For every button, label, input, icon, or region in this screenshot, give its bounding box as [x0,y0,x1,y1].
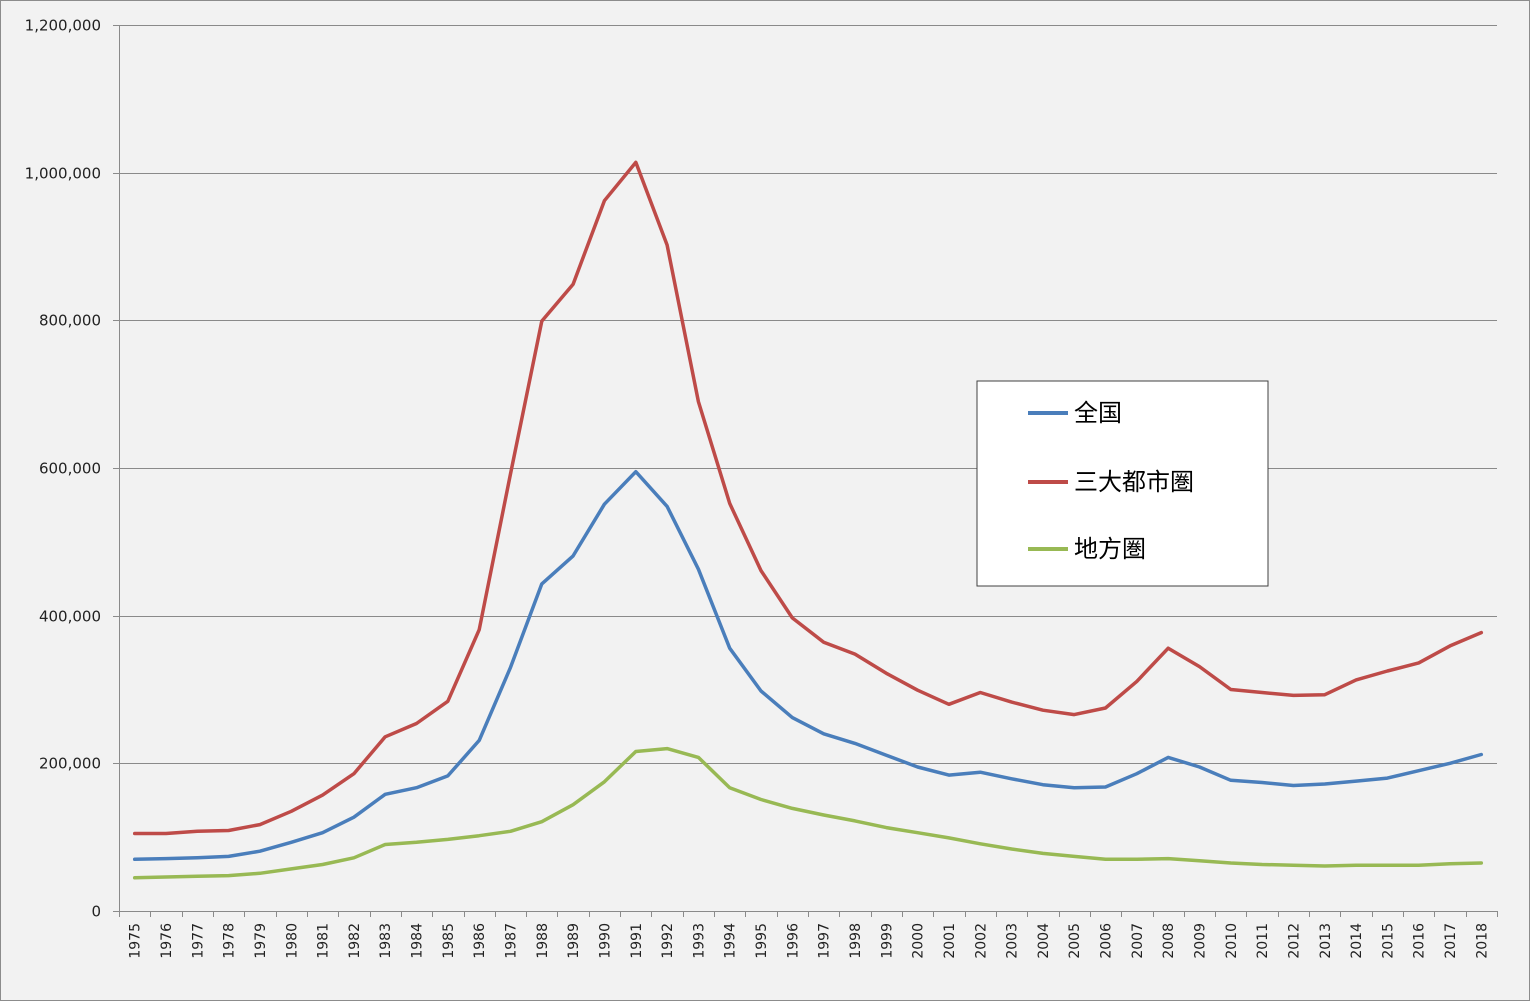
x-axis-ticks: 1975 1976 1977 1978 1979 1980 1981 1982 1983 1984… [119,911,1498,959]
xtick-label: 2007 [1130,923,1146,959]
ytick-label: 400,000 [39,608,101,626]
xtick-label: 1995 [754,923,770,959]
xtick-label: 1979 [253,923,269,959]
y-axis-ticks: 0 200,000 400,000 600,000 800,000 1,000,000 1,… [25,17,119,921]
ytick-label: 800,000 [39,312,101,330]
ytick-label: 0 [91,903,101,921]
ytick-label: 1,200,000 [25,17,101,35]
xtick-label: 1992 [660,923,676,959]
xtick-label: 1987 [503,923,519,959]
xtick-label: 2008 [1161,923,1177,959]
series-line-regional [132,746,1484,880]
xtick-label: 1990 [597,923,613,959]
legend-label-three-metro: 三大都市圏 [1074,468,1194,496]
xtick-label: 1993 [691,923,707,959]
xtick-label: 2002 [973,923,989,959]
xtick-label: 1976 [159,923,175,959]
xtick-label: 1989 [566,923,582,959]
series-lines [132,160,1484,880]
xtick-label: 2014 [1349,923,1365,959]
xtick-label: 2009 [1192,923,1208,959]
xtick-label: 2010 [1224,923,1240,959]
ytick-label: 1,000,000 [25,165,101,183]
xtick-label: 2005 [1067,923,1083,959]
xtick-label: 2006 [1099,923,1115,959]
xtick-label: 1997 [817,923,833,959]
xtick-label: 1994 [723,923,739,959]
legend-item-regional: 地方圏 [1028,535,1146,563]
xtick-label: 1998 [848,923,864,959]
xtick-label: 2017 [1443,923,1459,959]
xtick-label: 1983 [378,923,394,959]
xtick-label: 2012 [1286,923,1302,959]
xtick-label: 1975 [128,923,144,959]
xtick-label: 2013 [1318,923,1334,959]
xtick-label: 2016 [1412,923,1428,959]
xtick-label: 1996 [785,923,801,959]
xtick-label: 1988 [535,923,551,959]
legend: 全国 三大都市圏 地方圏 [976,380,1269,587]
xtick-label: 1991 [629,923,645,959]
legend-box [976,380,1269,587]
xtick-label: 1981 [316,923,332,959]
legend-label-national: 全国 [1074,399,1122,427]
xtick-label: 2001 [942,923,958,959]
legend-label-regional: 地方圏 [1074,535,1146,563]
xtick-label: 1999 [879,923,895,959]
xtick-label: 1982 [347,923,363,959]
ytick-label: 200,000 [39,755,101,773]
xtick-label: 1984 [410,923,426,959]
xtick-label: 2015 [1380,923,1396,959]
xtick-label: 2004 [1036,923,1052,959]
legend-item-national: 全国 [1028,399,1122,427]
xtick-label: 2011 [1255,923,1271,959]
legend-item-three-metro: 三大都市圏 [1028,468,1194,496]
xtick-label: 1977 [190,923,206,959]
series-line-national [132,469,1484,862]
xtick-label: 2018 [1474,923,1490,959]
xtick-label: 1980 [284,923,300,959]
xtick-label: 2000 [911,923,927,959]
xtick-label: 1978 [222,923,238,959]
grid-lines [119,25,1497,764]
xtick-label: 2003 [1005,923,1021,959]
series-line-three-metro [132,160,1484,836]
xtick-label: 1985 [441,923,457,959]
ytick-label: 600,000 [39,460,101,478]
xtick-label: 1986 [472,923,488,959]
